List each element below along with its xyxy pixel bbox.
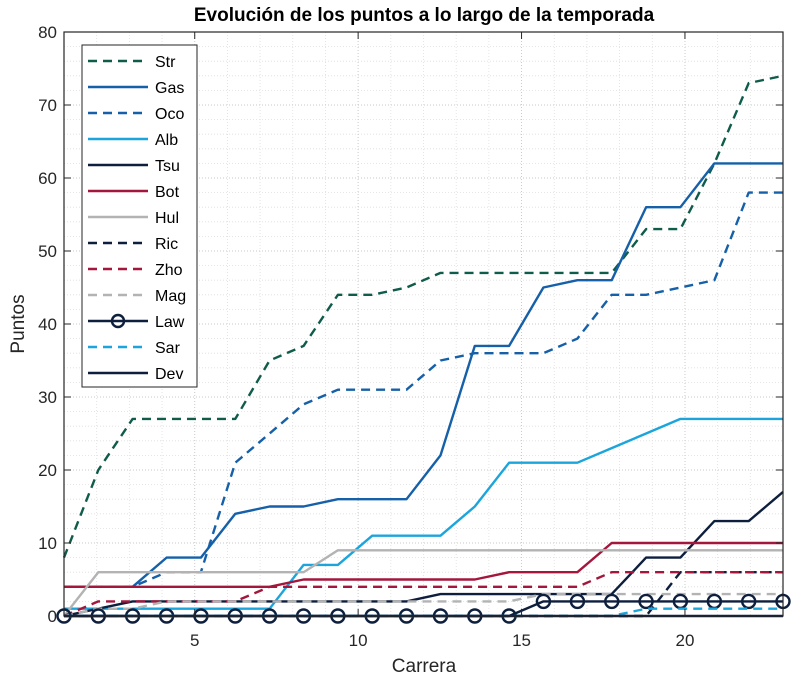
- data-point-law: [535, 593, 552, 610]
- x-tick-label: 5: [190, 631, 199, 650]
- legend-label: Law: [155, 314, 185, 331]
- legend-label: Mag: [155, 288, 186, 305]
- legend-label: Str: [155, 54, 176, 71]
- series-bot: [64, 541, 783, 588]
- series-sar: [64, 607, 783, 618]
- y-tick-label: 70: [38, 96, 57, 115]
- series-line-gas: [64, 162, 783, 588]
- x-tick-label: 10: [349, 631, 368, 650]
- series-line-mag: [63, 592, 783, 618]
- legend-label: Sar: [155, 340, 181, 357]
- series-mag: [63, 592, 783, 618]
- legend-item-mag: Mag: [88, 288, 186, 305]
- series-alb: [64, 417, 783, 610]
- series-str: [62, 74, 784, 559]
- legend-item-sar: Sar: [88, 340, 181, 357]
- y-tick-label: 20: [38, 461, 57, 480]
- legend-item-alb: Alb: [88, 132, 178, 149]
- legend-item-tsu: Tsu: [88, 158, 180, 175]
- legend-item-ric: Ric: [88, 236, 178, 253]
- legend-label: Ric: [155, 236, 178, 253]
- legend-item-dev: Dev: [88, 366, 183, 383]
- legend-item-law: Law: [88, 313, 185, 331]
- legend-item-gas: Gas: [88, 80, 184, 97]
- legend-label: Tsu: [155, 158, 180, 175]
- legend-item-hul: Hul: [88, 210, 179, 227]
- series-gas: [64, 162, 783, 588]
- legend-label: Bot: [155, 184, 180, 201]
- series-line-str: [62, 74, 784, 559]
- series-line-alb: [64, 417, 783, 610]
- legend-item-zho: Zho: [88, 262, 183, 279]
- legend-item-oco: Oco: [88, 106, 184, 123]
- y-tick-label: 10: [38, 534, 57, 553]
- data-point-law: [604, 593, 620, 610]
- series-line-bot: [64, 541, 783, 588]
- series-group: [56, 74, 791, 624]
- series-line-sar: [64, 607, 783, 618]
- legend-label: Hul: [155, 210, 179, 227]
- legend-label: Gas: [155, 80, 184, 97]
- x-tick-label: 15: [512, 631, 531, 650]
- series-line-hul: [63, 549, 783, 617]
- y-tick-label: 0: [48, 607, 57, 626]
- series-hul: [63, 549, 783, 617]
- chart-title: Evolución de los puntos a lo largo de la…: [194, 5, 655, 26]
- legend-item-bot: Bot: [88, 184, 180, 201]
- x-axis-label: Carrera: [392, 656, 457, 677]
- data-point-law: [638, 593, 654, 610]
- y-tick-label: 40: [38, 315, 57, 334]
- legend-item-str: Str: [88, 54, 176, 71]
- y-tick-label: 50: [38, 242, 57, 261]
- ticks: 5 10 15 20 0 10 20 30 40 50 60 70 80: [38, 23, 783, 650]
- legend-marker-icon: [110, 313, 126, 329]
- y-axis-label: Puntos: [8, 294, 29, 353]
- y-tick-label: 80: [38, 23, 57, 42]
- legend-label: Oco: [155, 106, 184, 123]
- legend-label: Dev: [155, 366, 183, 383]
- data-point-law: [740, 593, 757, 610]
- legend-label: Zho: [155, 262, 183, 279]
- y-tick-label: 60: [38, 169, 57, 188]
- x-tick-label: 20: [675, 631, 694, 650]
- legend-label: Alb: [155, 132, 178, 149]
- y-tick-label: 30: [38, 388, 57, 407]
- legend: Str Gas Oco Alb Tsu Bot Hul Ric Zho Mag Law Sar Dev: [81, 44, 198, 388]
- data-point-law: [569, 593, 586, 610]
